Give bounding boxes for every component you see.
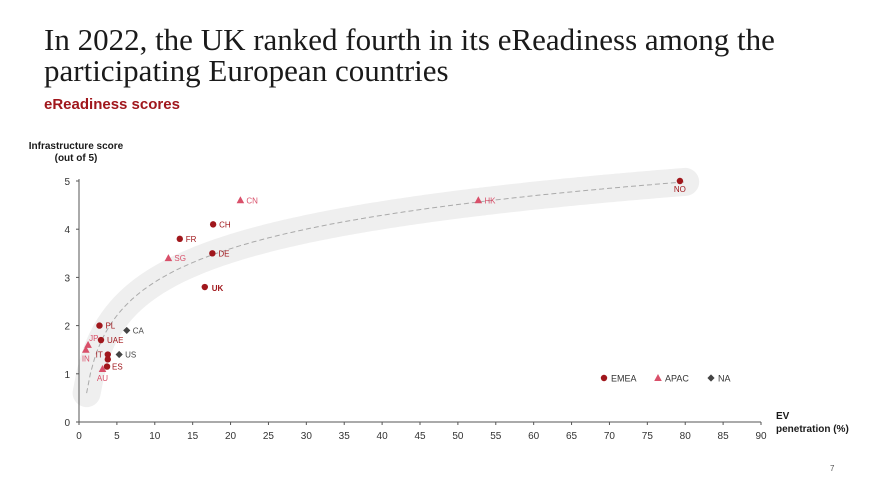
x-tick-label: 90 (755, 431, 767, 442)
point-label-de: DE (218, 249, 229, 258)
y-tick-label: 3 (64, 273, 70, 284)
x-tick-label: 80 (680, 431, 692, 442)
y-axis-label-line-2: (out of 5) (54, 153, 98, 164)
x-axis-label-line-2: penetration (%) (776, 424, 849, 435)
y-axis-label: Infrastructure score (out of 5) (18, 141, 134, 165)
x-tick-label: 5 (114, 431, 120, 442)
data-point-au (98, 364, 107, 372)
point-label-uae: UAE (107, 336, 123, 345)
point-label-fr: FR (186, 235, 197, 244)
point-label-no: NO (674, 185, 686, 194)
data-point-uk (201, 283, 208, 291)
x-tick-label: 0 (76, 431, 82, 442)
y-axis-label-line-1: Infrastructure score (28, 141, 124, 152)
x-tick-label: 10 (149, 431, 161, 442)
page-number: 7 (830, 464, 835, 473)
chart-subtitle: eReadiness scores (44, 96, 180, 113)
data-point-fr (176, 235, 183, 243)
data-point-cn (236, 196, 245, 204)
y-tick-label: 2 (64, 322, 70, 333)
legend-marker-apac (654, 374, 662, 381)
data-point-pl (96, 322, 103, 329)
point-label-hk: HK (484, 196, 496, 205)
data-point-de (209, 250, 216, 257)
point-label-ca: CA (133, 326, 145, 335)
data-point-it (104, 351, 111, 358)
x-tick-label: 75 (642, 431, 654, 442)
x-tick-label: 25 (263, 431, 275, 442)
x-tick-label: 40 (377, 431, 389, 442)
data-point-es (103, 363, 111, 370)
data-point-in (82, 345, 90, 353)
data-point-hk (474, 196, 483, 204)
legend-label-apac: APAC (665, 374, 689, 384)
y-tick-label: 1 (64, 370, 70, 381)
point-label-ch: CH (219, 220, 231, 229)
data-point-jp (84, 340, 92, 348)
data-point-uae (97, 336, 105, 344)
point-label-it: IT (96, 351, 103, 360)
point-label-pl: PL (105, 322, 115, 331)
legend-label-na: NA (718, 374, 731, 384)
data-point-us (115, 350, 123, 359)
y-tick-label: 4 (64, 225, 70, 236)
data-point-ca (123, 326, 131, 335)
x-tick-label: 30 (301, 431, 313, 442)
point-label-us: US (125, 351, 136, 360)
x-axis-label-line-1: EV (776, 411, 790, 422)
point-label-in: IN (82, 355, 90, 364)
legend-marker-na (707, 374, 715, 382)
trend-band (72, 167, 700, 408)
x-tick-label: 15 (187, 431, 199, 442)
x-tick-label: 60 (528, 431, 540, 442)
data-point-no (676, 177, 684, 185)
x-tick-label: 85 (718, 431, 730, 442)
x-tick-label: 50 (452, 431, 464, 442)
x-tick-label: 70 (604, 431, 616, 442)
legend-label-emea: EMEA (611, 374, 637, 384)
point-label-cn: CN (246, 196, 258, 205)
x-axis-label: EV penetration (%) (776, 410, 876, 436)
data-point-ch (209, 221, 217, 228)
data-point-unlabeled-15 (104, 356, 111, 363)
trend-line (86, 181, 686, 394)
data-point-sg (164, 254, 173, 262)
legend-marker-emea (600, 374, 608, 382)
point-label-es: ES (112, 363, 123, 372)
x-tick-label: 35 (339, 431, 351, 442)
x-tick-label: 65 (566, 431, 578, 442)
x-tick-label: 55 (490, 431, 502, 442)
point-label-sg: SG (174, 254, 186, 263)
point-label-uk: UK (212, 284, 224, 293)
point-label-au: AU (97, 374, 108, 383)
x-tick-label: 20 (225, 431, 237, 442)
x-tick-label: 45 (414, 431, 426, 442)
point-label-jp: JP (89, 334, 98, 343)
y-tick-label: 0 (64, 418, 70, 429)
y-tick-label: 5 (64, 177, 70, 188)
page-title: In 2022, the UK ranked fourth in its eRe… (44, 22, 775, 88)
